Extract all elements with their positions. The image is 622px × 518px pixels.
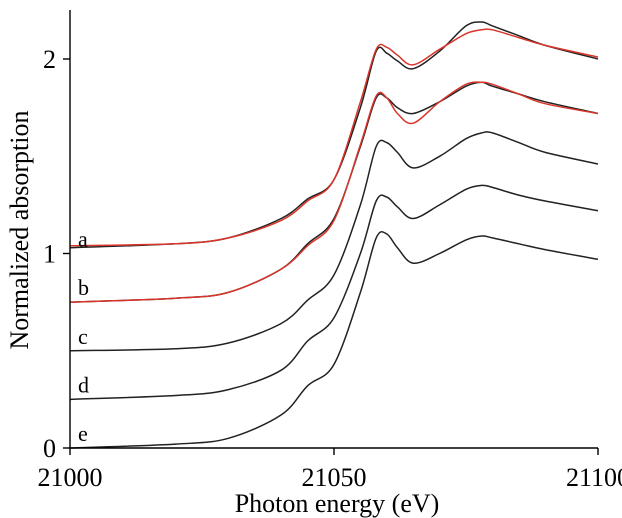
x-tick-label: 21050 (302, 463, 367, 492)
series-e-data-line (69, 230, 599, 449)
y-tick-label: 2 (43, 45, 56, 74)
series-b-label: b (78, 275, 89, 300)
series-c-label: c (78, 324, 88, 349)
series-e-label: e (78, 421, 88, 446)
series-a-data-line (69, 21, 599, 249)
axes (69, 10, 598, 449)
series-a-fit-line (69, 28, 599, 247)
series-b-data-line (69, 81, 599, 303)
y-tick-label: 1 (43, 240, 56, 269)
series-d-data-line (69, 184, 599, 401)
x-tick-label: 21000 (38, 463, 103, 492)
series-c-data-line (69, 131, 599, 352)
series-d-label: d (78, 372, 89, 397)
ticks (63, 58, 599, 455)
series-b-fit-line (69, 81, 599, 303)
y-tick-label: 0 (43, 434, 56, 463)
y-axis-label: Normalized absorption (5, 111, 34, 350)
plot-lines (69, 21, 599, 449)
x-axis-label: Photon energy (eV) (235, 489, 440, 518)
series-a-label: a (78, 227, 88, 252)
